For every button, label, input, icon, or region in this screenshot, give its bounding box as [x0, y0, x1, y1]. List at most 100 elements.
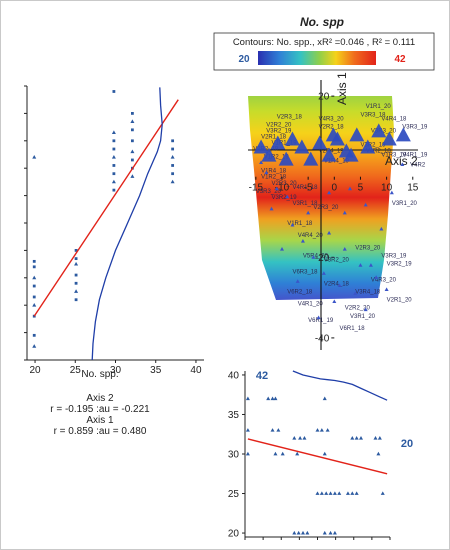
left-data-point	[112, 90, 116, 93]
contour-legend-colorbar	[258, 51, 376, 65]
site-marker-small	[327, 230, 332, 235]
axis2-stat-title: Axis 2	[86, 393, 114, 404]
bottom-corner-label-left: 42	[256, 370, 268, 382]
site-label: V3R1_18	[292, 201, 318, 207]
site-marker-large	[278, 151, 294, 166]
left-data-point	[112, 164, 116, 167]
left-data-point	[171, 147, 175, 151]
left-data-point	[112, 147, 116, 151]
bottom-data-point	[373, 435, 378, 440]
site-label: V1R1_18	[287, 221, 313, 227]
left-data-point	[74, 273, 78, 277]
axis1-stat-values: r = 0.859 :au = 0.480	[54, 426, 147, 437]
site-marker-small	[389, 190, 394, 195]
left-trend-line	[33, 99, 179, 317]
bottom-y-tick-label: 25	[228, 489, 240, 500]
site-marker-small	[358, 263, 363, 267]
site-label: V3R1_20	[350, 314, 376, 320]
ordination-x-tick-label: 15	[407, 183, 419, 194]
left-data-point	[130, 112, 134, 115]
left-x-tick-label: 35	[150, 365, 162, 376]
bottom-data-point	[324, 491, 329, 495]
left-scatter-panel: 20 25 30 35 40 No. spp. Axis 2 r = -0.195 :a…	[24, 85, 204, 437]
ordination-x-tick-label: -15	[249, 183, 264, 194]
left-data-point	[32, 275, 37, 280]
ordination-x-tick-label: 0	[332, 183, 338, 194]
left-data-point	[74, 298, 78, 302]
left-data-point	[130, 174, 135, 178]
ordination-title: No. spp	[300, 15, 344, 29]
site-label: V2R1_20	[387, 298, 413, 304]
axis1-label: Axis 1	[335, 72, 349, 105]
left-data-point	[32, 259, 36, 263]
site-label: V1R1_20	[366, 104, 392, 110]
bottom-y-tick-label: 40	[228, 370, 240, 381]
ordination-panel: No. spp Contours: No. spp., xR² =0.046 ,…	[213, 15, 435, 350]
site-marker-small	[269, 206, 274, 211]
bottom-data-point	[305, 530, 310, 535]
site-label: V3R3_19	[381, 253, 407, 259]
site-marker-small	[384, 287, 389, 291]
site-label: V2R1_18	[261, 134, 287, 140]
axis2-label: Axis 2	[385, 154, 418, 168]
site-marker-large	[360, 139, 376, 154]
bottom-data-point	[315, 428, 320, 432]
legend-min-label: 20	[238, 54, 250, 65]
site-label: V3R3_19	[402, 124, 428, 130]
ordination-x-tick-label: 10	[381, 183, 393, 194]
bottom-data-point	[273, 451, 278, 456]
bottom-data-point	[359, 435, 363, 440]
bottom-data-point	[332, 530, 337, 535]
bottom-data-point	[328, 530, 333, 535]
site-label: V3R3_18	[360, 112, 386, 118]
site-marker-small	[311, 255, 316, 259]
bottom-data-point	[322, 530, 327, 535]
left-data-point	[171, 139, 175, 143]
site-marker-small	[379, 226, 384, 231]
site-marker-small	[332, 299, 337, 304]
site-marker-small	[316, 315, 321, 320]
site-marker-small	[348, 186, 352, 191]
site-label: V3R4_18	[355, 290, 381, 296]
ordination-y-tick-label: -20	[315, 253, 330, 264]
bottom-data-point	[337, 491, 342, 495]
left-data-point	[74, 261, 79, 266]
site-marker-small	[342, 210, 347, 215]
bottom-data-point	[302, 435, 307, 440]
site-marker-small	[274, 186, 279, 191]
bottom-x-ticks	[244, 537, 391, 540]
site-marker-small	[290, 222, 295, 227]
site-marker-small	[353, 291, 358, 295]
left-data-point	[130, 149, 135, 154]
site-marker-large	[294, 139, 310, 154]
site-label: V3R2_20	[324, 257, 350, 263]
site-marker-small	[337, 283, 342, 287]
left-data-point	[130, 128, 134, 132]
bottom-data-point	[328, 491, 333, 495]
bottom-data-point	[245, 396, 250, 401]
bottom-trend-line	[247, 438, 388, 475]
bottom-data-point	[377, 435, 382, 440]
left-data-point	[74, 249, 78, 252]
bottom-y-tick-label: 35	[228, 410, 240, 421]
bottom-data-point	[266, 396, 271, 401]
site-marker-large	[325, 127, 341, 142]
site-marker-small	[295, 279, 300, 283]
site-label: V2R3_20	[355, 245, 381, 251]
left-data-point	[32, 265, 36, 269]
site-label: V4R4_20	[298, 233, 324, 239]
site-label: V2R2_20	[266, 122, 292, 128]
bottom-y-ticks: 20 25 30 35 40	[228, 370, 245, 540]
ordination-y-tick-label: 20	[318, 92, 330, 103]
left-data-point	[111, 130, 116, 134]
site-label: V4R1_18	[292, 185, 318, 191]
left-y-ticks	[24, 85, 27, 361]
site-label: V4R1_19	[402, 153, 428, 159]
bottom-data-point	[270, 428, 275, 432]
site-label: V4R1_20	[298, 302, 324, 308]
site-marker-small	[363, 307, 368, 312]
left-data-point	[171, 164, 175, 167]
left-data-point	[111, 179, 116, 184]
left-data-point	[32, 333, 36, 337]
